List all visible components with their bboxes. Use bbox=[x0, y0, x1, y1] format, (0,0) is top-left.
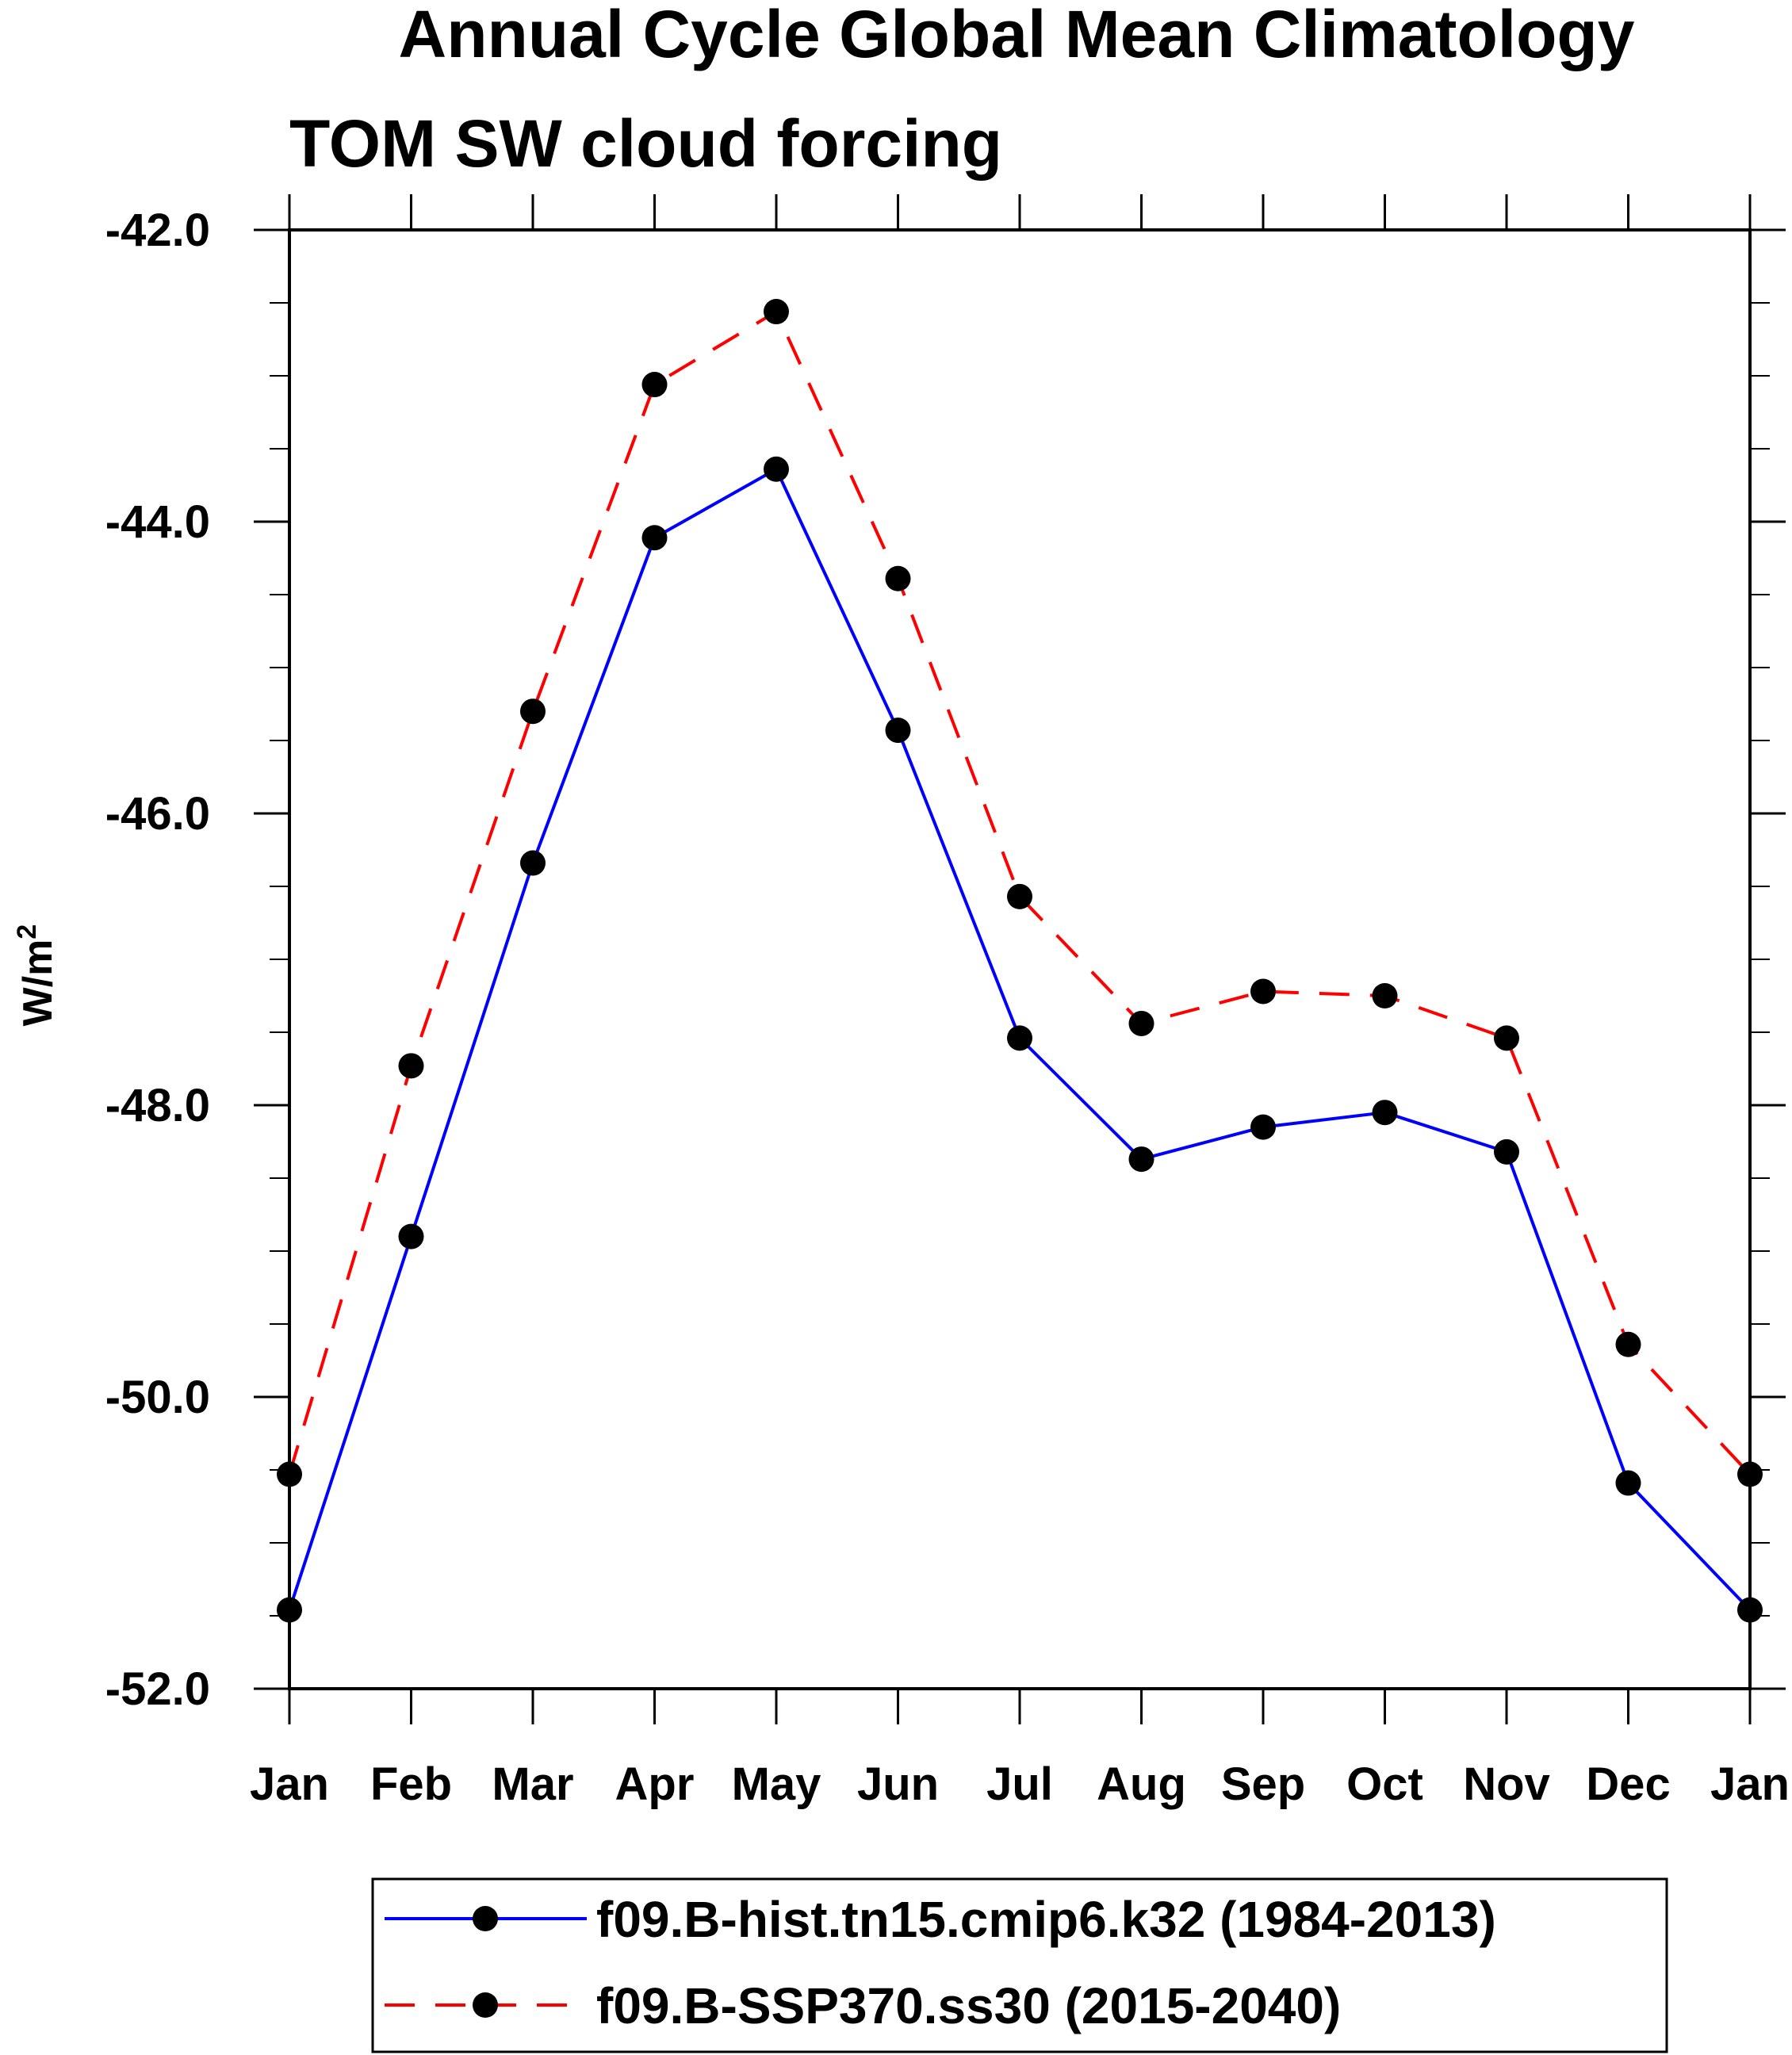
data-point-series-0 bbox=[1494, 1138, 1519, 1165]
data-point-series-0 bbox=[1737, 1597, 1763, 1623]
legend: f09.B-hist.tn15.cmip6.k32 (1984-2013) f0… bbox=[371, 1877, 1668, 2053]
legend-label-ssp: f09.B-SSP370.ss30 (2015-2040) bbox=[596, 1977, 1341, 2034]
legend-box bbox=[371, 1877, 1668, 2053]
data-point-series-0 bbox=[277, 1597, 302, 1623]
y-tick-label: -44.0 bbox=[105, 496, 210, 548]
data-point-series-1 bbox=[1250, 978, 1276, 1005]
y-tick-label: -48.0 bbox=[105, 1080, 210, 1131]
x-tick-label: Jan bbox=[250, 1758, 329, 1810]
y-tick-labels: -42.0 -44.0 -46.0 -48.0 -50.0 -52.0 bbox=[105, 205, 210, 1715]
data-point-series-0 bbox=[1007, 1025, 1032, 1051]
data-point-series-1 bbox=[520, 698, 546, 725]
x-tick-label: Jul bbox=[986, 1758, 1053, 1810]
x-tick-label: Jan bbox=[1710, 1758, 1790, 1810]
series-points bbox=[277, 299, 1763, 1623]
x-tick-label: Dec bbox=[1586, 1758, 1670, 1810]
data-point-series-1 bbox=[277, 1461, 302, 1487]
data-point-series-1 bbox=[1372, 983, 1398, 1008]
data-point-series-1 bbox=[1494, 1025, 1519, 1051]
x-tick-label: Sep bbox=[1221, 1758, 1305, 1810]
x-tick-label: Mar bbox=[492, 1758, 573, 1810]
x-tick-label: Apr bbox=[615, 1758, 695, 1810]
data-point-series-0 bbox=[1372, 1100, 1398, 1126]
x-tick-label: Aug bbox=[1097, 1758, 1186, 1810]
plot-frame bbox=[288, 228, 1752, 1690]
x-tick-labels: Jan Feb Mar Apr May Jun Jul Aug Sep Oct Nov Dec Jan bbox=[250, 1758, 1790, 1810]
data-point-series-0 bbox=[398, 1223, 424, 1249]
data-point-series-1 bbox=[764, 299, 789, 325]
x-tick-label: Jun bbox=[857, 1758, 939, 1810]
data-point-series-0 bbox=[885, 718, 911, 744]
data-point-series-0 bbox=[764, 456, 789, 482]
data-point-series-1 bbox=[885, 565, 911, 591]
chart-subtitle: TOM SW cloud forcing bbox=[289, 106, 1002, 181]
data-point-series-0 bbox=[1615, 1470, 1641, 1496]
x-tick-label: Nov bbox=[1463, 1758, 1550, 1810]
series-lines bbox=[288, 310, 1752, 1612]
data-point-series-0 bbox=[1128, 1146, 1154, 1173]
data-point-series-0 bbox=[1250, 1114, 1276, 1140]
legend-label-hist: f09.B-hist.tn15.cmip6.k32 (1984-2013) bbox=[596, 1891, 1496, 1948]
axis-ticks bbox=[254, 194, 1786, 1724]
y-tick-label: -52.0 bbox=[105, 1663, 210, 1715]
x-tick-label: Oct bbox=[1346, 1758, 1423, 1810]
y-axis-label: W/m2 bbox=[12, 924, 61, 1027]
y-tick-label: -42.0 bbox=[105, 205, 210, 256]
data-point-series-0 bbox=[641, 525, 668, 551]
legend-marker-hist bbox=[473, 1906, 498, 1931]
data-point-series-1 bbox=[1615, 1331, 1641, 1357]
x-tick-label: May bbox=[732, 1758, 821, 1810]
chart-title: Annual Cycle Global Mean Climatology bbox=[399, 0, 1635, 71]
data-point-series-1 bbox=[398, 1053, 424, 1079]
data-point-series-0 bbox=[520, 850, 546, 876]
data-point-series-1 bbox=[1128, 1010, 1154, 1036]
data-point-series-1 bbox=[1737, 1461, 1763, 1487]
data-point-series-1 bbox=[641, 372, 668, 398]
x-tick-label: Feb bbox=[370, 1758, 452, 1810]
data-point-series-1 bbox=[1007, 883, 1032, 909]
y-tick-label: -46.0 bbox=[105, 788, 210, 840]
legend-marker-ssp bbox=[473, 1992, 498, 2018]
y-tick-label: -50.0 bbox=[105, 1372, 210, 1423]
